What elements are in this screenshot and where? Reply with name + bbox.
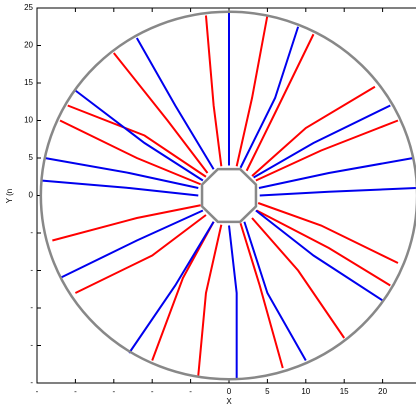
- x-tick-label: 15: [340, 387, 349, 396]
- trajectory: [52, 204, 201, 242]
- trajectory: [74, 214, 207, 294]
- y-tick-label: -: [30, 341, 33, 350]
- trajectory: [251, 217, 346, 339]
- trajectory: [259, 187, 416, 197]
- y-tick-label: 10: [24, 116, 33, 125]
- trajectory: [255, 209, 384, 302]
- trajectory: [204, 15, 223, 167]
- x-tick-label: 5: [265, 387, 270, 396]
- trajectory: [255, 119, 399, 182]
- trajectory: [251, 85, 376, 177]
- x-axis-label: X: [226, 397, 232, 406]
- outer-boundary: [39, 10, 416, 381]
- trajectory: [59, 119, 201, 186]
- trajectory: [257, 202, 399, 264]
- trajectory: [239, 222, 284, 369]
- trajectory: [113, 52, 209, 174]
- y-tick-label: -: [30, 228, 33, 237]
- trajectory: [197, 224, 223, 376]
- x-tick-label: -: [36, 387, 39, 396]
- y-tick-label: 0: [29, 191, 34, 200]
- x-tick-label: -: [151, 387, 154, 396]
- trajectory: [40, 179, 199, 197]
- trajectory: [253, 104, 391, 179]
- y-tick-label: 5: [29, 153, 34, 162]
- y-axis-label: Y (n: [5, 189, 14, 204]
- trajectory: [256, 209, 391, 287]
- trajectory: [128, 221, 215, 354]
- trajectory: [151, 221, 215, 361]
- x-tick-label: -: [74, 387, 77, 396]
- x-tick-label: 0: [227, 387, 232, 396]
- y-tick-label: -: [30, 378, 33, 387]
- y-tick-label: 25: [24, 3, 33, 12]
- x-tick-label: 20: [378, 387, 387, 396]
- trajectory: [228, 225, 238, 380]
- y-tick-label: 15: [24, 78, 33, 87]
- x-tick-label: -: [189, 387, 192, 396]
- y-tick-label: -: [30, 266, 33, 275]
- y-tick-label: -: [30, 303, 33, 312]
- inner-boundary: [200, 167, 258, 224]
- trajectory: [239, 26, 300, 169]
- x-tick-label: -: [112, 387, 115, 396]
- trajectory: [74, 89, 204, 182]
- trajectory: [44, 157, 199, 189]
- trajectory: [245, 33, 315, 172]
- trajectory: [135, 37, 215, 170]
- x-tick-label: 10: [301, 387, 310, 396]
- trajectory: [243, 221, 307, 361]
- trajectory: [235, 15, 269, 167]
- trajectory: [67, 104, 207, 178]
- y-tick-label: 20: [24, 41, 33, 50]
- trajectory: [59, 209, 204, 279]
- trajectory: [258, 157, 414, 189]
